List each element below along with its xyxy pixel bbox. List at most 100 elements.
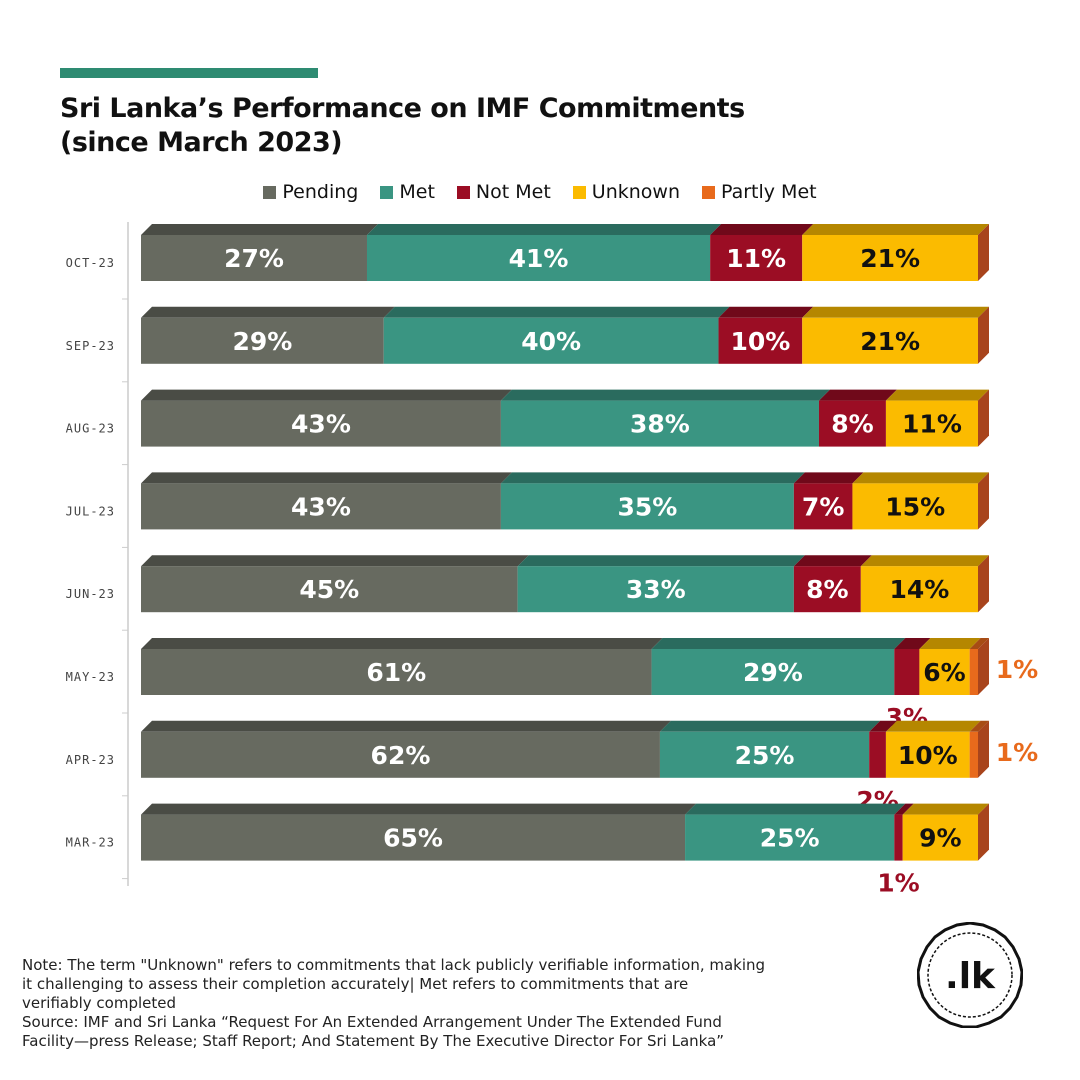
y-tick-label: JUL-23 <box>66 504 115 518</box>
bar-segment-met <box>685 814 895 861</box>
legend-swatch-unknown <box>572 185 586 199</box>
bar-top-face-met <box>659 720 881 732</box>
bar-side-face <box>978 224 989 281</box>
bar-segment-unknown <box>802 235 978 281</box>
chart-title-line-2: (since March 2023) <box>60 127 343 158</box>
bar-segment-pending <box>141 235 367 281</box>
bar-segment-unknown <box>802 317 978 364</box>
bar-top-face-pending <box>141 306 395 318</box>
bar-segment-pending <box>141 649 652 695</box>
bar-top-face-pending <box>141 472 512 484</box>
bar-top-face-met <box>500 472 805 484</box>
bar-top-face-unknown <box>802 306 989 318</box>
bar-segment-not-met <box>869 731 886 778</box>
data-label-not-met: 11% <box>726 244 786 273</box>
bar-top-face-unknown <box>802 224 989 235</box>
bar-segment-unknown <box>885 731 970 778</box>
legend-item-partly-met: Partly Met <box>701 181 817 203</box>
bar-top-face-not-met <box>718 306 814 318</box>
bar-top-face-partly-met <box>969 720 989 732</box>
bar-segment-partly-met <box>969 731 978 778</box>
bar-side-face <box>978 306 989 364</box>
footnote: Note: The term "Unknown" refers to commi… <box>22 956 822 1051</box>
data-label-met: 40% <box>521 327 581 356</box>
legend-item-pending: Pending <box>263 181 358 203</box>
bar-top-face-not-met <box>710 224 814 235</box>
bar-segment-not-met <box>793 566 861 613</box>
y-tick-label: JUN-23 <box>66 587 115 601</box>
bar-segment-met <box>383 317 719 364</box>
bar-segment-unknown <box>885 400 978 447</box>
y-tick-label: APR-23 <box>66 753 115 767</box>
bar-side-face <box>978 720 989 778</box>
bar-segment-met <box>500 400 819 447</box>
bar-top-face-met <box>651 638 906 649</box>
bar-segment-pending <box>141 731 660 778</box>
bar-top-face-met <box>366 224 722 235</box>
chart-title: Sri Lanka’s Performance on IMF Commitmen… <box>60 92 820 160</box>
data-label-not-met: 8% <box>831 410 873 439</box>
data-label-met: 29% <box>743 658 803 687</box>
data-label-unknown: 14% <box>889 575 949 604</box>
note-line-2: it challenging to assess their completio… <box>22 975 689 993</box>
bar-segment-met <box>651 649 895 695</box>
bar-segment-not-met <box>818 400 886 447</box>
data-label-unknown: 21% <box>860 244 920 273</box>
data-label-partly-met: 1% <box>996 738 1038 767</box>
data-label-met: 25% <box>735 741 795 770</box>
data-label-pending: 43% <box>291 410 351 439</box>
legend-item-not-met: Not Met <box>456 181 551 203</box>
bar-top-face-unknown <box>919 638 981 649</box>
data-label-not-met: 8% <box>806 575 848 604</box>
bar-segment-met <box>500 483 794 530</box>
bar-segment-met <box>517 566 794 613</box>
note-line-3: verifiably completed <box>22 994 176 1012</box>
bar-top-face-unknown <box>860 555 989 567</box>
legend-swatch-not-met <box>456 185 470 199</box>
bar-top-face-unknown <box>885 720 981 732</box>
bar-top-face-unknown <box>852 472 989 484</box>
bar-segment-met <box>366 235 711 281</box>
data-label-not-met: 7% <box>802 492 844 521</box>
y-tick-label: MAR-23 <box>66 836 115 850</box>
logo-text: .lk <box>945 956 996 997</box>
data-label-pending: 62% <box>371 741 431 770</box>
data-label-partly-met: 1% <box>996 655 1038 684</box>
y-tick-label: OCT-23 <box>66 256 115 270</box>
bar-segment-not-met <box>894 649 920 695</box>
chart-legend: Pending Met Not Met Unknown Partly Met <box>0 181 1080 203</box>
legend-swatch-pending <box>263 185 277 199</box>
y-tick-label: MAY-23 <box>66 670 115 684</box>
logo-badge-inner-ring <box>927 932 1013 1018</box>
bar-top-face-pending <box>141 638 663 649</box>
bar-top-face-pending <box>141 555 529 567</box>
bar-top-face-not-met <box>793 555 872 567</box>
legend-label-pending: Pending <box>282 181 359 203</box>
y-tick-label: SEP-23 <box>66 339 115 353</box>
bar-side-face <box>978 389 989 447</box>
bar-top-face-partly-met <box>969 638 989 649</box>
data-label-pending: 61% <box>366 658 426 687</box>
bar-segment-unknown <box>902 814 978 861</box>
bar-top-face-met <box>500 389 830 401</box>
bar-top-face-not-met <box>793 472 864 484</box>
bar-top-face-unknown <box>885 389 989 401</box>
bar-segment-pending <box>141 400 501 447</box>
legend-item-unknown: Unknown <box>572 181 680 203</box>
bar-top-face-not-met <box>818 389 897 401</box>
note-line-1: Note: The term "Unknown" refers to commi… <box>22 956 766 974</box>
source-line-2: Facility—press Release; Staff Report; An… <box>22 1032 725 1050</box>
bar-top-face-pending <box>141 720 671 732</box>
data-label-pending: 65% <box>383 824 443 853</box>
bar-top-face-pending <box>141 389 512 401</box>
data-label-pending: 29% <box>232 327 292 356</box>
data-label-unknown: 15% <box>885 492 945 521</box>
data-label-unknown: 21% <box>860 327 920 356</box>
data-label-met: 38% <box>630 410 690 439</box>
bar-segment-unknown <box>852 483 978 530</box>
bar-top-face-not-met <box>869 720 897 732</box>
bar-segment-pending <box>141 814 686 861</box>
data-label-met: 25% <box>760 824 820 853</box>
title-accent-bar <box>60 68 318 78</box>
bar-segment-unknown <box>919 649 970 695</box>
